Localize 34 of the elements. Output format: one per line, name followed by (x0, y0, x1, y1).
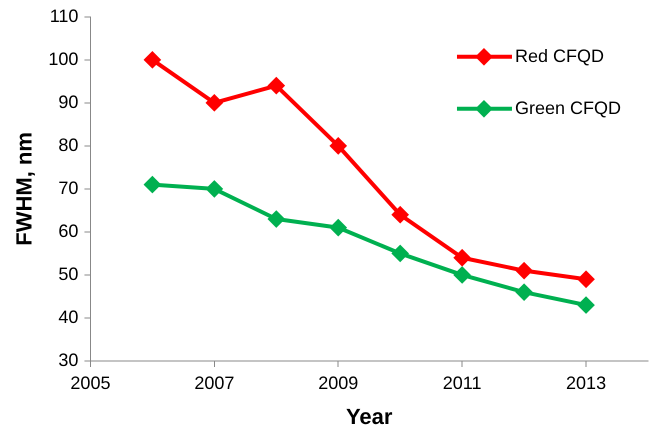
point (392, 206, 408, 223)
point (330, 138, 346, 154)
y-tick-label: 100 (48, 48, 78, 69)
x-tick-label: 2009 (318, 372, 358, 393)
y-tick-label: 110 (50, 6, 78, 26)
point (578, 297, 594, 314)
x-tick-label: 2007 (194, 372, 234, 393)
point (206, 94, 222, 111)
x-tick-label: 2011 (442, 372, 482, 393)
y-tick-label: 70 (58, 178, 78, 198)
point (206, 180, 222, 197)
point (454, 266, 470, 283)
point (392, 245, 408, 262)
point (268, 78, 284, 94)
legend-label: Green CFQD (514, 98, 622, 118)
y-tick-label: 80 (58, 134, 78, 155)
y-tick-label: 30 (58, 350, 78, 370)
x-tick-label: 2005 (70, 372, 110, 393)
x-axis-title: Year (346, 404, 393, 429)
y-tick-label: 50 (58, 264, 78, 284)
y-tick-label: 40 (58, 306, 78, 327)
point (144, 52, 160, 68)
y-tick-label: 90 (58, 92, 78, 112)
point (268, 211, 284, 228)
x-tick-label: 2013 (566, 372, 606, 393)
legend-label: Red CFQD (514, 46, 604, 66)
point (578, 271, 594, 288)
point (454, 250, 470, 266)
point (330, 220, 346, 236)
point (144, 176, 160, 193)
point (516, 262, 532, 279)
y-axis-title: FWHM, nm (11, 132, 36, 246)
y-tick-label: 60 (58, 220, 78, 241)
point (516, 284, 532, 300)
